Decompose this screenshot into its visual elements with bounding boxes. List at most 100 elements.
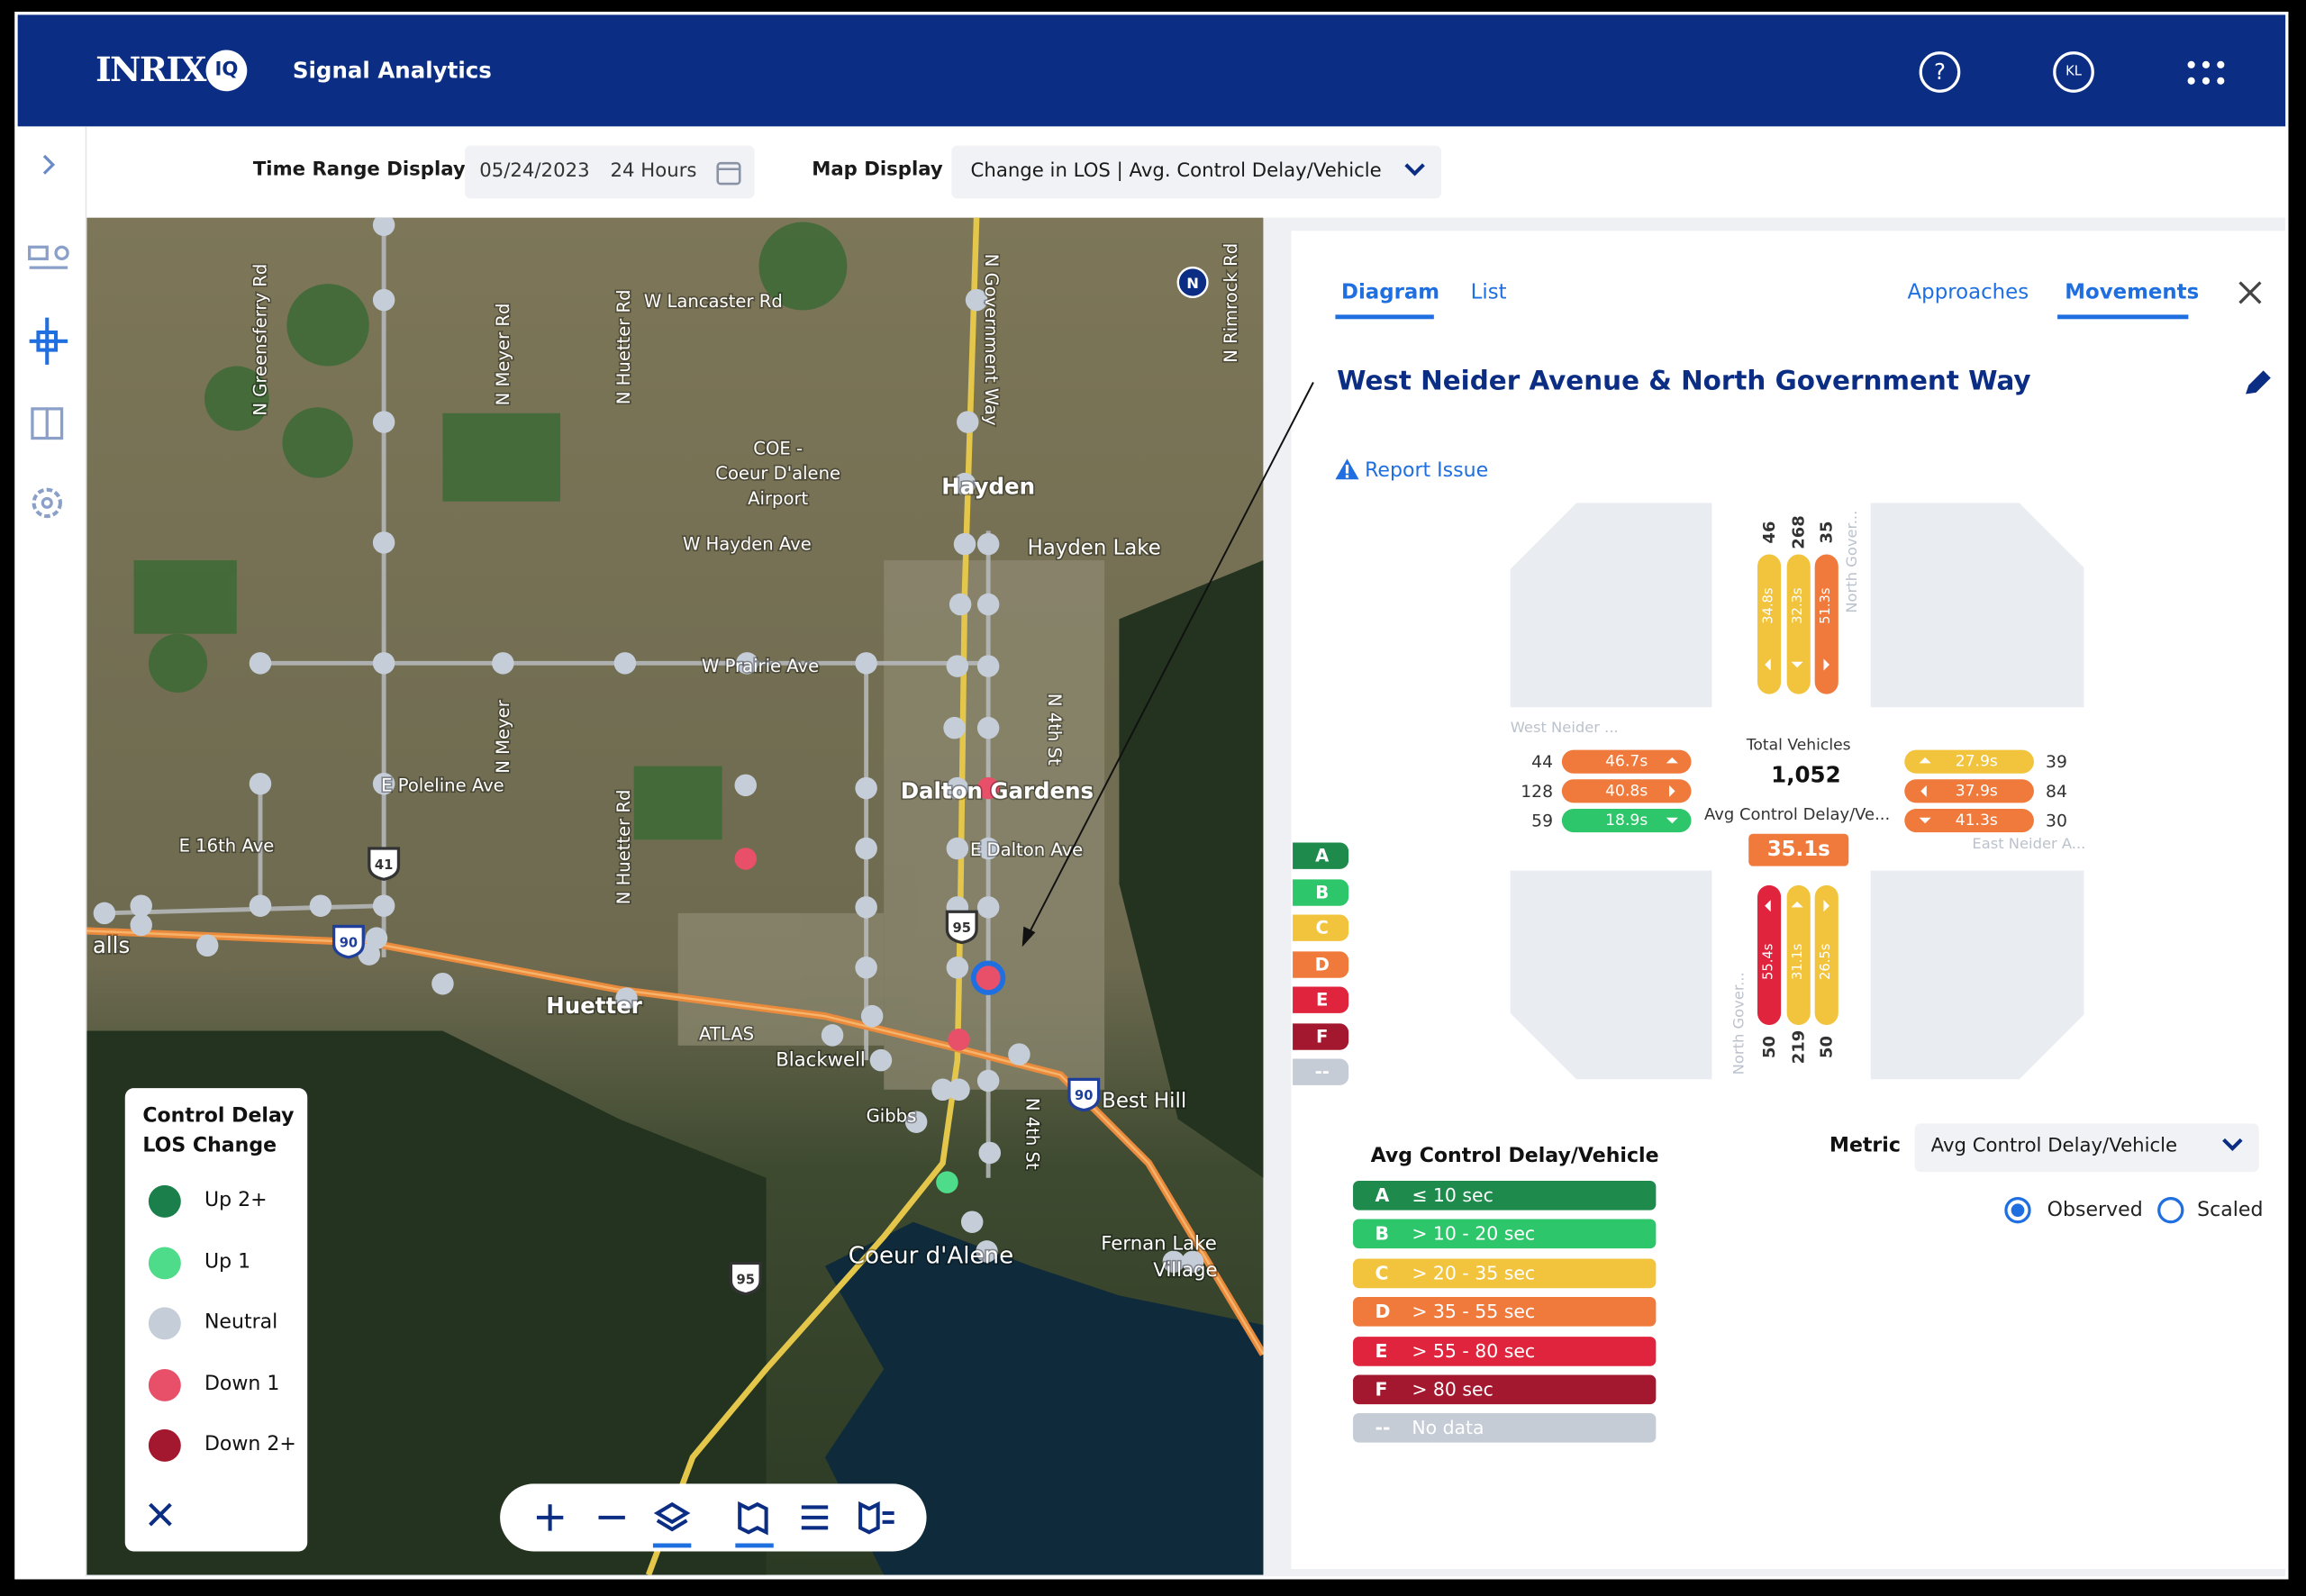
intersection-dot[interactable] <box>855 776 877 800</box>
intersection-dot[interactable] <box>976 593 1000 616</box>
movement-delay: 41.3s <box>1955 812 1998 830</box>
metric-select[interactable] <box>1914 1123 2259 1173</box>
route-shield-label: 41 <box>375 857 393 873</box>
intersection-dot[interactable] <box>976 655 1000 677</box>
intersection-dot[interactable] <box>1162 1250 1185 1274</box>
intersection-dot[interactable] <box>130 894 152 917</box>
intersection-dot[interactable] <box>372 288 395 312</box>
movement-delay: 46.7s <box>1605 752 1648 771</box>
intersection-dot[interactable] <box>249 652 272 675</box>
intersection-dot[interactable] <box>372 652 395 675</box>
intersection-dot[interactable] <box>855 957 877 979</box>
movement-count: 39 <box>2046 751 2067 773</box>
intersection-dot[interactable] <box>976 532 1000 556</box>
los-legend-grade: F <box>1375 1377 1388 1401</box>
intersection-dot[interactable] <box>965 288 988 312</box>
intersection-dot[interactable] <box>734 774 757 797</box>
intersection-dot[interactable] <box>372 772 395 795</box>
intersection-dot[interactable] <box>372 531 395 554</box>
tab-approaches[interactable]: Approaches <box>1907 280 2029 304</box>
intersection-dot[interactable] <box>1008 1043 1030 1066</box>
movement-count: 128 <box>1521 780 1554 802</box>
edit-icon[interactable] <box>2241 367 2274 400</box>
radio-observed[interactable] <box>2003 1195 2033 1225</box>
intersection-dot[interactable] <box>904 1111 928 1133</box>
intersection-dot[interactable] <box>855 896 877 919</box>
intersection-dot[interactable] <box>249 772 272 795</box>
report-issue[interactable]: Report Issue <box>1365 458 1489 483</box>
intersection-dot[interactable] <box>431 972 454 995</box>
intersection-dot[interactable] <box>372 217 395 237</box>
intersection-dot[interactable] <box>976 837 1000 860</box>
intersection-dot[interactable] <box>960 1211 984 1233</box>
intersection-dot[interactable] <box>976 1069 1000 1093</box>
intersection-dot[interactable] <box>976 716 1000 739</box>
legend-swatch <box>148 1368 181 1401</box>
intersection-dot[interactable] <box>978 1141 1002 1165</box>
panel-close[interactable] <box>2236 278 2265 308</box>
intersection-dot[interactable] <box>855 652 877 675</box>
map-label: Gibbs <box>867 1106 917 1127</box>
intersection-dot[interactable] <box>372 894 395 917</box>
intersection-dot[interactable] <box>195 934 219 957</box>
help-button[interactable]: ? <box>1919 51 1961 93</box>
intersection-dot[interactable] <box>1181 1250 1204 1274</box>
movement-arrow <box>1668 784 1681 797</box>
apps-menu[interactable] <box>2185 59 2229 88</box>
intersection-dot[interactable] <box>736 652 758 675</box>
intersection-dot[interactable] <box>869 1048 893 1072</box>
intersection-dot[interactable] <box>931 1078 954 1102</box>
movement-bar <box>1814 554 1838 694</box>
tab-list[interactable]: List <box>1470 280 1507 304</box>
intersection-dot[interactable] <box>613 652 637 675</box>
intersection-dot[interactable] <box>976 896 1000 919</box>
intersection-dot[interactable] <box>948 1078 970 1102</box>
map-label: W Prairie Ave <box>702 656 819 676</box>
route-shield <box>368 847 401 881</box>
intersection-dot[interactable] <box>309 894 332 917</box>
intersection-dot[interactable] <box>946 655 969 677</box>
los-grade: C <box>1315 917 1329 939</box>
intersection-dot[interactable] <box>957 411 979 433</box>
map-label: ATLAS <box>699 1023 754 1044</box>
map-control-icons[interactable] <box>500 1483 926 1551</box>
intersection-dot[interactable] <box>953 532 976 556</box>
los-grade-chip <box>1293 950 1349 977</box>
map-display-select[interactable] <box>951 145 1441 199</box>
intersection-dot[interactable] <box>946 957 969 979</box>
map-label: E 16th Ave <box>179 835 275 856</box>
date-picker[interactable] <box>464 145 755 199</box>
tab-diagram[interactable]: Diagram <box>1340 280 1440 304</box>
intersection-dot[interactable] <box>943 716 966 739</box>
intersection-dot[interactable] <box>492 652 514 675</box>
intersection-dot[interactable] <box>130 913 152 937</box>
intersection-dot[interactable] <box>946 776 969 800</box>
street-label: North Gover... <box>1845 510 1862 613</box>
movement-delay: 32.3s <box>1790 587 1806 624</box>
intersection-dot[interactable] <box>821 1024 844 1047</box>
avg-delay-badge <box>1748 833 1849 866</box>
intersection-dot <box>976 776 1000 800</box>
tab-movements[interactable]: Movements <box>2065 280 2200 304</box>
intersection-dot[interactable] <box>615 987 638 1010</box>
intersection-dot[interactable] <box>946 837 969 860</box>
intersection-dot[interactable] <box>855 837 877 860</box>
map-label: E Dalton Ave <box>970 839 1083 860</box>
intersection-dot[interactable] <box>372 411 395 433</box>
intersection-dot[interactable] <box>976 1240 998 1263</box>
compass[interactable] <box>1176 266 1209 299</box>
intersection-dot[interactable] <box>93 902 116 925</box>
intersection-dot[interactable] <box>953 472 976 495</box>
movement-arrow <box>1665 817 1678 829</box>
user-avatar[interactable]: KL <box>2053 51 2094 93</box>
radio-scaled[interactable] <box>2156 1195 2185 1225</box>
movement-arrow <box>1918 752 1930 764</box>
intersection-dot[interactable] <box>949 593 972 616</box>
intersection-dot[interactable] <box>860 1004 884 1028</box>
intersection-dot[interactable] <box>249 894 272 917</box>
legend-close[interactable] <box>146 1500 176 1529</box>
movement-arrow <box>1915 784 1928 797</box>
map[interactable]: W Lancaster Rd COE - Coeur D'alene Airport H… <box>86 217 1264 1575</box>
map-label: W Lancaster Rd <box>644 291 783 312</box>
